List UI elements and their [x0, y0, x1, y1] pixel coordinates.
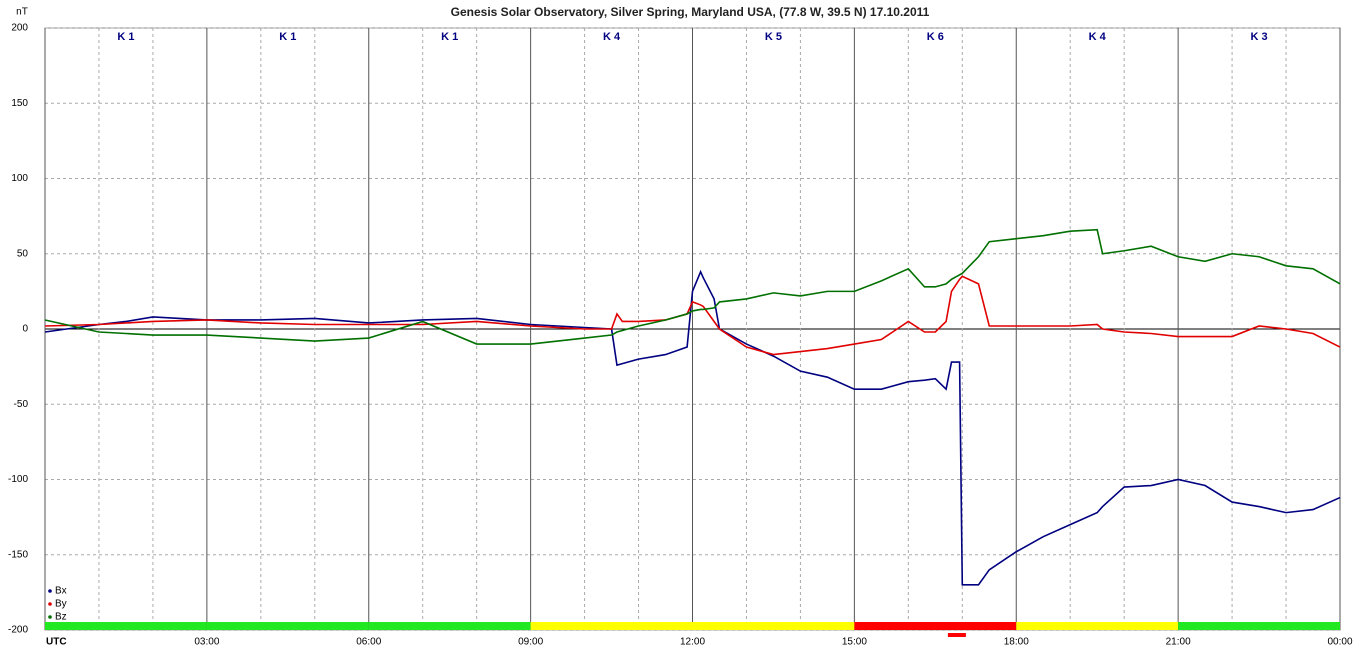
series-line [44, 275, 1341, 356]
legend-label: Bx [55, 586, 67, 597]
legend-label: By [55, 599, 67, 610]
y-tick-label: -200 [8, 625, 28, 636]
y-tick-label: 150 [11, 98, 28, 109]
x-tick-label: 06:00 [356, 637, 381, 648]
alert-marker [947, 633, 966, 637]
y-tick-label: -50 [14, 399, 29, 410]
y-tick-label: -100 [8, 474, 28, 485]
x-tick-label: 15:00 [842, 637, 867, 648]
k-label: K 1 [441, 31, 458, 43]
k-band [530, 622, 693, 630]
y-tick-label: 200 [11, 23, 28, 34]
x-tick-label: UTC [46, 637, 67, 648]
y-tick-label: -150 [8, 549, 28, 560]
chart-title: Genesis Solar Observatory, Silver Spring… [451, 5, 930, 19]
y-tick-label: 100 [11, 173, 28, 184]
k-band [45, 622, 207, 630]
k-label: K 6 [927, 31, 944, 43]
x-tick-label: 03:00 [194, 637, 219, 648]
k-band [1016, 622, 1179, 630]
legend-marker [48, 602, 52, 606]
k-label: K 4 [603, 31, 621, 43]
legend-label: Bz [55, 612, 67, 623]
k-label: K 1 [279, 31, 296, 43]
x-tick-label: 00:00 [1327, 637, 1352, 648]
k-band [854, 622, 1017, 630]
k-band [368, 622, 531, 630]
legend-marker [48, 615, 52, 619]
k-band [692, 622, 855, 630]
series-line [44, 228, 1341, 345]
k-band [206, 622, 369, 630]
k-label: K 1 [117, 31, 134, 43]
x-tick-label: 09:00 [518, 637, 543, 648]
y-tick-label: 0 [22, 324, 28, 335]
series-line [44, 269, 1341, 586]
x-tick-label: 12:00 [680, 637, 705, 648]
legend-marker [48, 589, 52, 593]
x-tick-label: 21:00 [1166, 637, 1191, 648]
k-label: K 3 [1251, 31, 1268, 43]
y-axis-label: nT [16, 7, 28, 18]
k-label: K 5 [765, 31, 782, 43]
k-band [1178, 622, 1340, 630]
y-tick-label: 50 [17, 248, 29, 259]
k-label: K 4 [1089, 31, 1107, 43]
x-tick-label: 18:00 [1004, 637, 1029, 648]
